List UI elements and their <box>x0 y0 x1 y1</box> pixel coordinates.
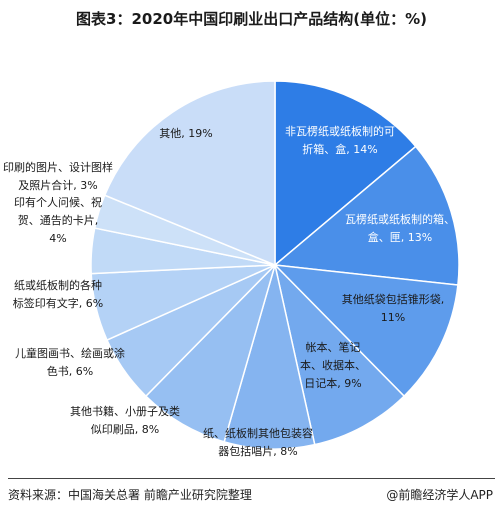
pie-slice <box>273 145 460 286</box>
pie-slice <box>223 264 316 450</box>
pie-slice <box>144 264 276 443</box>
pie-slice <box>273 262 406 446</box>
slice-label: 其他纸袋包括锥形袋, 11% <box>342 292 445 324</box>
slice-label: 帐本、笔记本、收据本、日记本, 9% <box>300 340 366 390</box>
slice-label: 儿童图画书、绘画或涂色书, 6% <box>15 346 125 378</box>
pie-slice <box>103 80 276 267</box>
source-note: 资料来源：中国海关总署 前瞻产业研究院整理 <box>8 488 252 502</box>
credit-note: @前瞻经济学人APP <box>386 488 493 502</box>
slice-label: 其他, 19% <box>159 127 212 140</box>
footer-divider <box>8 478 495 479</box>
slice-label: 印刷的图片、设计图样及照片合计, 3% <box>3 160 113 192</box>
slice-label: 纸或纸板制的各种标签印有文字, 6% <box>13 278 103 310</box>
chart-title: 图表3：2020年中国印刷业出口产品结构(单位：%) <box>76 10 427 28</box>
slice-label: 纸、纸板制其他包装容器包括唱片, 8% <box>203 426 313 458</box>
slice-label: 非瓦楞纸或纸板制的可折箱、盒, 14% <box>285 124 395 156</box>
slice-label: 印有个人问候、祝贺、通告的卡片, 4% <box>14 195 102 245</box>
pie-slice <box>272 264 459 398</box>
pie-slice <box>274 80 417 267</box>
pie-chart: 非瓦楞纸或纸板制的可折箱、盒, 14% 瓦楞纸或纸板制的箱、盒、匣, 13% 其他纸… <box>3 80 460 458</box>
slice-label: 其他书籍、小册子及类似印刷品, 8% <box>70 404 180 436</box>
slice-label: 瓦楞纸或纸板制的箱、盒、匣, 13% <box>345 212 455 244</box>
